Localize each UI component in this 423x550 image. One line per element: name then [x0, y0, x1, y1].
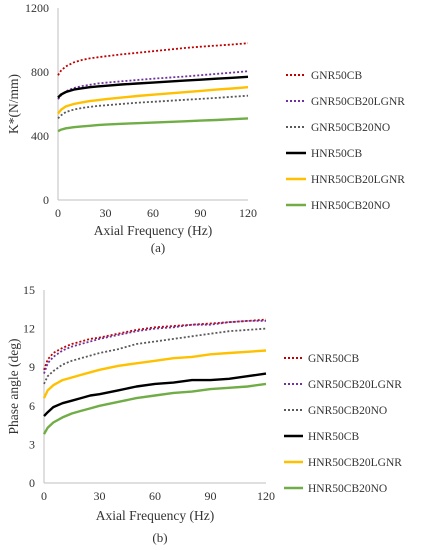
- panel-label: (b): [152, 530, 167, 545]
- series-line-gnr50cb20lgnr: [43, 319, 266, 374]
- legend-label: GNR50CB20NO: [311, 122, 390, 134]
- series-line-hnr50cb20lgnr: [42, 349, 267, 399]
- y-axis-title: K*(N/mm): [6, 74, 21, 134]
- x-tick-label: 120: [257, 489, 275, 503]
- y-tick-label: 0: [43, 193, 49, 207]
- x-tick-label: 30: [94, 489, 106, 503]
- legend-label: GNR50CB: [308, 353, 359, 365]
- x-tick-label: 90: [205, 489, 217, 503]
- series-line-hnr50cb20no: [57, 117, 249, 133]
- x-tick-label: 120: [239, 206, 257, 220]
- x-tick-label: 60: [149, 489, 161, 503]
- legend-label: HNR50CB: [308, 431, 359, 443]
- y-tick-label: 15: [23, 283, 35, 297]
- legend-label: HNR50CB20LGNR: [308, 457, 402, 469]
- series-line-hnr50cb: [57, 75, 249, 99]
- legend-label: GNR50CB: [311, 70, 362, 82]
- legend: GNR50CB GNR50CB20LGNR GNR50CB20NO HNR50CB HN…: [284, 353, 402, 495]
- series-line-hnr50cb20no: [42, 382, 267, 435]
- series-line-gnr50cb20no: [43, 327, 267, 385]
- x-tick-label: 60: [147, 206, 159, 220]
- y-tick-label: 12: [23, 322, 35, 336]
- legend-label: GNR50CB20NO: [308, 405, 387, 417]
- panel-label: (a): [151, 240, 165, 255]
- legend-label: HNR50CB20LGNR: [311, 174, 405, 186]
- series-line-gnr50cb: [57, 42, 249, 76]
- x-axis-title: Axial Frequency (Hz): [96, 508, 214, 523]
- y-tick-label: 9: [29, 360, 35, 374]
- y-axis-title: Phase angle (deg): [6, 339, 21, 435]
- legend: GNR50CB GNR50CB20LGNR GNR50CB20NO HNR50CB HN…: [286, 70, 405, 212]
- x-tick-label: 30: [100, 206, 112, 220]
- legend-label: HNR50CB20NO: [308, 483, 387, 495]
- y-tick-label: 3: [29, 437, 35, 451]
- legend-label: GNR50CB20LGNR: [311, 96, 405, 108]
- y-tick-label: 1200: [25, 1, 49, 15]
- legend-label: HNR50CB: [311, 148, 362, 160]
- y-tick-label: 6: [29, 399, 35, 413]
- series-line-gnr50cb: [43, 318, 267, 371]
- x-tick-label: 0: [55, 206, 61, 220]
- chart-panel-b: 0 30 60 90 120 0 3 6 9 12 15 Axial Frequency (Hz) Ph…: [6, 283, 402, 545]
- series-line-hnr50cb: [43, 372, 267, 417]
- y-tick-label: 800: [31, 65, 49, 79]
- y-tick-label: 400: [31, 129, 49, 143]
- series-line-gnr50cb20lgnr: [57, 70, 249, 100]
- x-tick-label: 90: [195, 206, 207, 220]
- x-axis-title: Axial Frequency (Hz): [94, 223, 212, 238]
- legend-label: GNR50CB20LGNR: [308, 379, 402, 391]
- x-tick-label: 0: [41, 489, 47, 503]
- legend-label: HNR50CB20NO: [311, 200, 390, 212]
- series-line-gnr50cb20no: [57, 94, 249, 120]
- y-tick-label: 0: [29, 476, 35, 490]
- series-line-hnr50cb20lgnr: [57, 86, 249, 115]
